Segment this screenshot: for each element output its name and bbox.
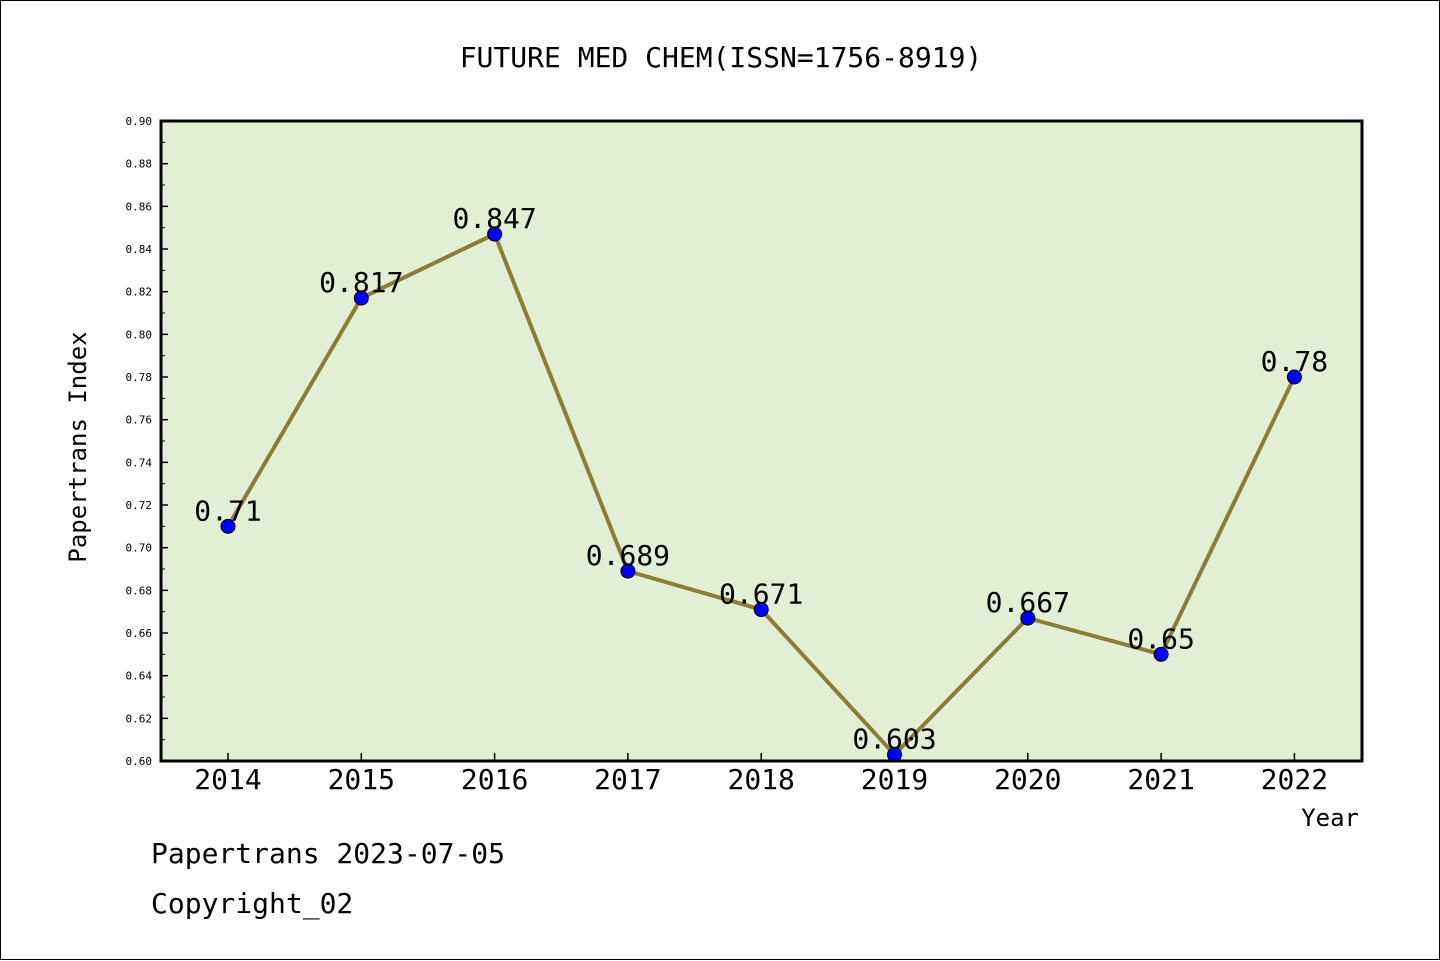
data-label: 0.71	[194, 494, 261, 527]
footer-date: Papertrans 2023-07-05	[151, 837, 506, 870]
y-tick-label: 0.84	[126, 243, 153, 256]
y-tick-label: 0.82	[126, 286, 153, 299]
y-tick-label: 0.74	[126, 456, 153, 469]
x-tick-label: 2016	[461, 763, 528, 796]
data-label: 0.65	[1127, 622, 1194, 655]
data-point	[1020, 610, 1036, 626]
data-point	[220, 518, 236, 534]
x-tick-label: 2017	[594, 763, 661, 796]
data-label: 0.78	[1261, 345, 1328, 378]
y-tick-label: 0.90	[126, 115, 153, 128]
data-label: 0.667	[986, 586, 1070, 619]
y-tick-label: 0.72	[126, 499, 153, 512]
x-tick-label: 2021	[1127, 763, 1194, 796]
data-label: 0.689	[586, 539, 670, 572]
data-point	[753, 602, 769, 618]
x-axis: 2014 2015 2016 2017 2018 2019 2020 2021 2022	[194, 753, 1328, 796]
series-group: 0.71 0.817 0.847 0.689 0.671 0.603 0.667 0.65 0.…	[194, 202, 1328, 763]
footer-copyright: Copyright_02	[151, 887, 354, 920]
y-tick-label: 0.80	[126, 328, 153, 341]
plot-area	[161, 121, 1362, 761]
x-tick-label: 2019	[861, 763, 928, 796]
y-tick-label: 0.88	[126, 158, 153, 171]
y-tick-label: 0.86	[126, 200, 153, 213]
data-point	[620, 563, 636, 579]
x-tick-label: 2015	[328, 763, 395, 796]
data-label: 0.817	[319, 266, 403, 299]
x-axis-label: Year	[1301, 804, 1359, 832]
chart-title: FUTURE MED CHEM(ISSN=1756-8919)	[460, 41, 983, 74]
x-tick-label: 2018	[727, 763, 794, 796]
y-axis-label: Papertrans Index	[64, 331, 92, 562]
x-tick-label: 2014	[194, 763, 261, 796]
y-tick-label: 0.66	[126, 627, 153, 640]
y-tick-label: 0.70	[126, 542, 153, 555]
data-label: 0.671	[719, 578, 803, 611]
y-tick-label: 0.62	[126, 712, 153, 725]
y-tick-label: 0.76	[126, 414, 153, 427]
data-point	[1286, 369, 1302, 385]
y-tick-label: 0.64	[126, 670, 153, 683]
y-tick-label: 0.78	[126, 371, 153, 384]
data-point	[353, 290, 369, 306]
data-label: 0.603	[852, 723, 936, 756]
data-label: 0.847	[452, 202, 536, 235]
data-point	[487, 226, 503, 242]
data-point	[1153, 646, 1169, 662]
y-axis: 0.60 0.62 0.64 0.66 0.68 0.70 0.72 0.74 0.76 0.78…	[126, 115, 168, 768]
y-tick-label: 0.60	[126, 755, 153, 768]
x-tick-label: 2020	[994, 763, 1061, 796]
y-tick-label: 0.68	[126, 584, 153, 597]
plot-border	[159, 119, 1364, 763]
x-tick-label: 2022	[1261, 763, 1328, 796]
